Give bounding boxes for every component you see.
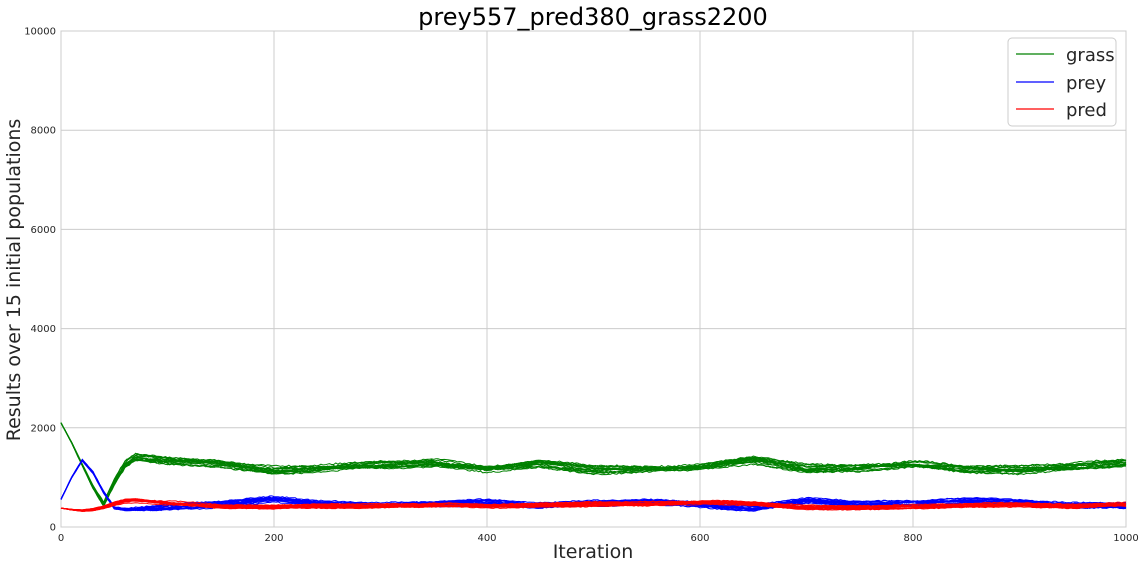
- y-tick-label: 0: [50, 523, 56, 534]
- x-tick-label: 800: [903, 533, 922, 544]
- legend-label-pred: pred: [1066, 100, 1107, 121]
- x-tick-label: 0: [58, 533, 64, 544]
- series-line-grass: [60, 422, 1127, 507]
- series-line-grass: [60, 422, 1127, 507]
- plot-area: [60, 30, 1127, 528]
- series-line-pred: [60, 499, 1127, 512]
- series-line-grass: [60, 422, 1127, 507]
- y-tick-label: 4000: [31, 324, 56, 335]
- x-tick-label: 200: [264, 533, 283, 544]
- series-line-grass: [60, 422, 1127, 507]
- x-tick-label: 400: [477, 533, 496, 544]
- series-line-pred: [60, 498, 1127, 511]
- legend-label-prey: prey: [1066, 73, 1107, 94]
- x-tick-label: 1000: [1113, 533, 1138, 544]
- legend-box: [1007, 37, 1117, 127]
- y-tick-label: 8000: [31, 126, 56, 137]
- y-axis-label: Results over 15 initial populations: [3, 119, 25, 442]
- grid-lines: [61, 31, 1126, 527]
- legend-label-grass: grass: [1066, 45, 1115, 66]
- series-lines: [60, 422, 1127, 512]
- series-pred: [60, 498, 1127, 512]
- x-axis-label: Iteration: [553, 541, 634, 563]
- y-tick-label: 2000: [31, 423, 56, 434]
- series-line-grass: [60, 422, 1127, 507]
- legend: grass prey pred: [1007, 37, 1117, 127]
- series-grass: [60, 422, 1127, 508]
- x-tick-label: 600: [690, 533, 709, 544]
- y-tick-label: 10000: [24, 27, 56, 38]
- series-line-prey: [60, 458, 1127, 511]
- chart-title: prey557_pred380_grass2200: [418, 3, 768, 31]
- y-tick-label: 6000: [31, 225, 56, 236]
